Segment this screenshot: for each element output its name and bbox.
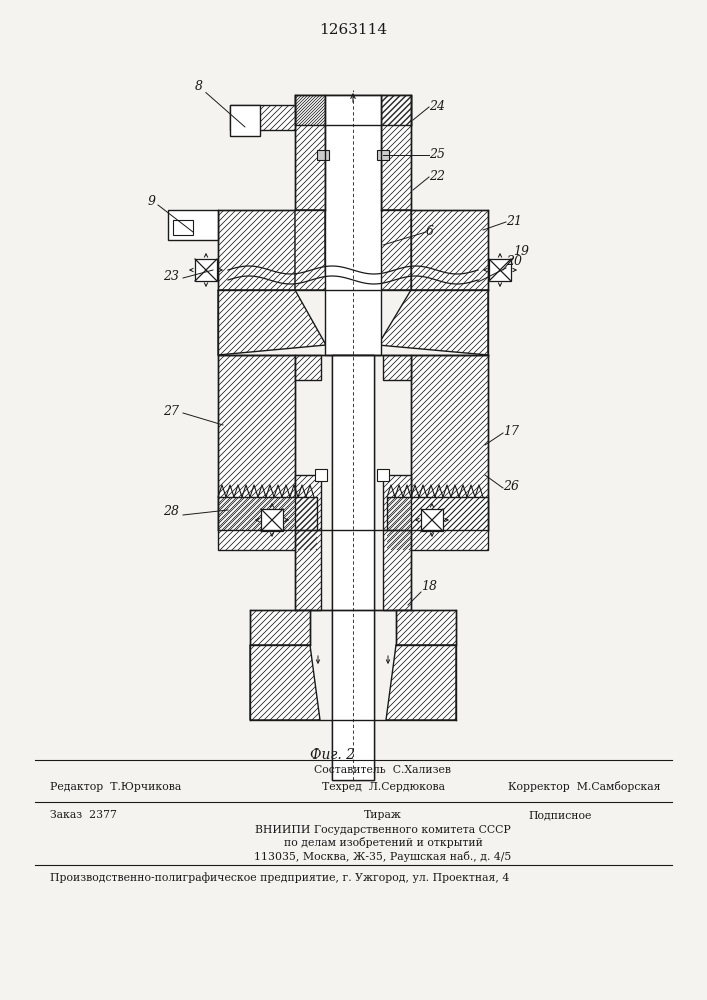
Text: Тираж: Тираж [364,810,402,820]
Text: 8: 8 [195,80,245,127]
Bar [421,509,443,531]
Text: 20: 20 [506,255,522,268]
Text: 28: 28 [163,505,179,518]
Polygon shape [411,355,488,530]
Text: Редактор  Т.Юрчикова: Редактор Т.Юрчикова [50,782,181,792]
Bar [195,259,217,281]
Text: 26: 26 [503,480,519,493]
Text: Подписное: Подписное [528,810,592,820]
Polygon shape [295,210,326,290]
Polygon shape [218,497,317,550]
Text: Составитель  С.Хализев: Составитель С.Хализев [315,765,452,775]
Polygon shape [230,105,295,130]
Text: 21: 21 [506,215,522,228]
Text: 18: 18 [421,580,437,593]
Bar [332,355,374,780]
Text: ВНИИПИ Государственного комитета СССР: ВНИИПИ Государственного комитета СССР [255,825,511,835]
Text: 25: 25 [429,148,445,161]
Bar [489,259,511,281]
Bar [325,95,381,210]
Polygon shape [250,645,320,720]
Polygon shape [218,355,295,530]
Polygon shape [387,497,488,550]
Bar [377,469,389,481]
Text: 22: 22 [429,170,445,183]
Text: 113035, Москва, Ж-35, Раушская наб., д. 4/5: 113035, Москва, Ж-35, Раушская наб., д. … [255,850,512,861]
Bar [230,105,260,136]
Polygon shape [383,530,411,610]
Text: 27: 27 [163,405,179,418]
Polygon shape [386,645,456,720]
Text: 1263114: 1263114 [319,23,387,37]
Text: 24: 24 [429,100,445,113]
Bar [261,509,283,531]
Polygon shape [295,95,325,210]
Text: 23: 23 [163,270,179,283]
Bar [377,150,389,160]
Text: 19: 19 [513,245,529,258]
Polygon shape [326,295,380,350]
Bar [168,210,218,240]
Bar [173,220,193,235]
Text: 9: 9 [148,195,156,208]
Text: Корректор  М.Самборская: Корректор М.Самборская [508,782,660,792]
Bar [317,150,329,160]
Text: 6: 6 [426,225,434,238]
Bar [332,355,374,780]
Polygon shape [381,95,411,210]
Text: Заказ  2377: Заказ 2377 [50,810,117,820]
Text: 17: 17 [503,425,519,438]
Text: по делам изобретений и открытий: по делам изобретений и открытий [284,838,482,848]
Bar [315,469,327,481]
Polygon shape [295,475,321,530]
Polygon shape [295,95,411,125]
Polygon shape [295,355,321,380]
Polygon shape [218,290,326,355]
Polygon shape [383,355,411,380]
Text: Фиг. 2: Фиг. 2 [310,748,356,762]
Polygon shape [411,210,488,290]
Polygon shape [295,530,321,610]
Text: Техред  Л.Сердюкова: Техред Л.Сердюкова [322,782,445,792]
Bar [325,95,381,355]
Polygon shape [218,210,295,290]
Polygon shape [378,290,488,355]
Polygon shape [378,210,411,290]
Text: Производственно-полиграфическое предприятие, г. Ужгород, ул. Проектная, 4: Производственно-полиграфическое предприя… [50,873,509,883]
Polygon shape [250,610,310,645]
Polygon shape [396,610,456,645]
Polygon shape [383,475,411,530]
